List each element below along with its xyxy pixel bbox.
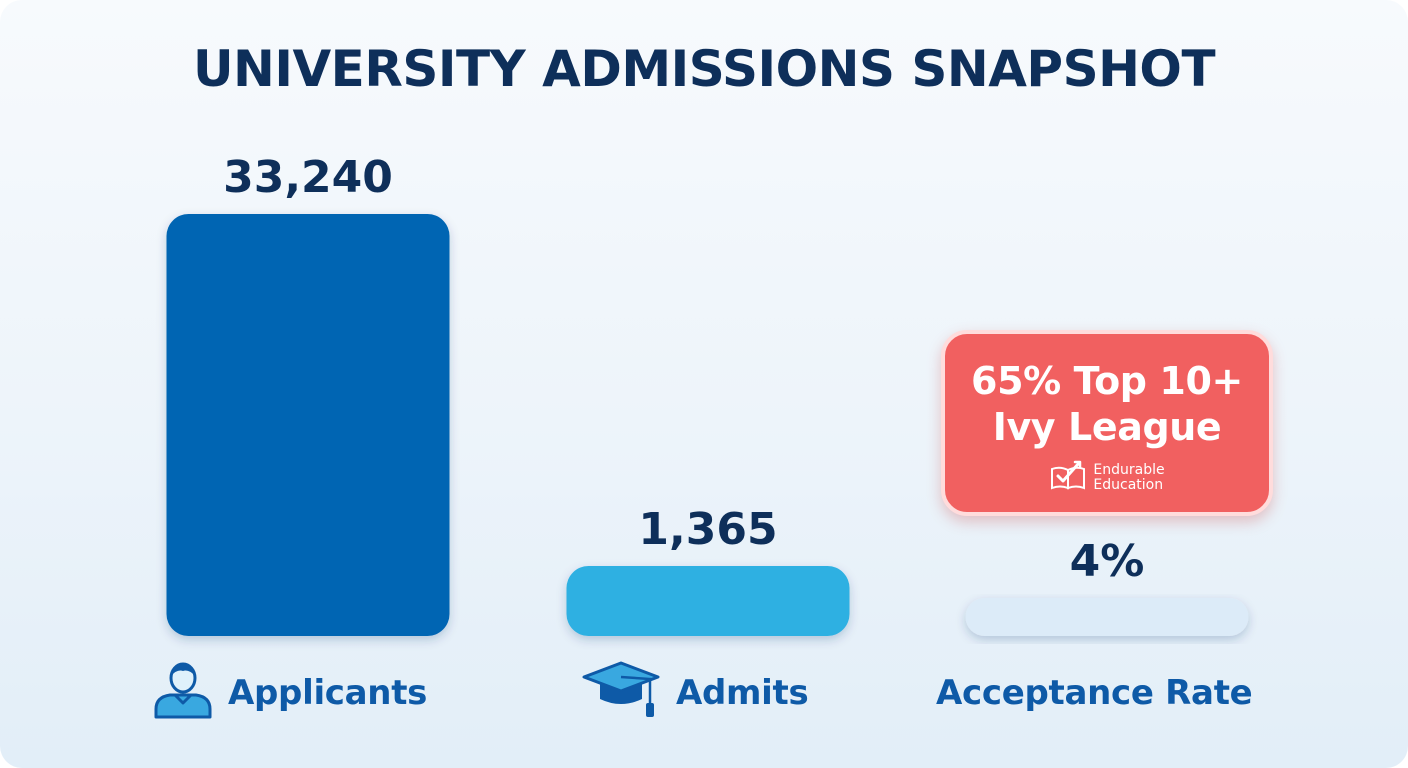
graduation-cap-icon [580,657,662,730]
bar-acceptance-rate [965,598,1249,636]
brand-name-line2: Education [1093,477,1164,493]
category-label: Applicants [228,673,428,713]
category-label: Admits [676,673,809,713]
callout-headline: 65% Top 10+ [971,359,1243,403]
category-acceptance-rate: Acceptance Rate [936,668,1253,718]
user-icon [152,659,214,728]
bar-admits [566,566,850,636]
callout-subheadline: Ivy League [992,405,1222,449]
chart-title: UNIVERSITY ADMISSIONS SNAPSHOT [192,40,1216,98]
value-label: 4% [1070,536,1145,587]
book-logo-icon [1049,460,1087,496]
category-admits: Admits [580,661,809,718]
category-label: Acceptance Rate [936,673,1253,713]
bar-applicants [166,214,450,636]
category-applicants: Applicants [152,662,428,718]
value-label: 1,365 [638,504,777,555]
brand-logo: Endurable Education [945,460,1269,496]
brand-name-line1: Endurable [1093,462,1165,478]
ivy-league-callout: 65% Top 10+ Ivy League Endurable Educati… [941,330,1273,516]
value-label: 33,240 [223,152,393,203]
